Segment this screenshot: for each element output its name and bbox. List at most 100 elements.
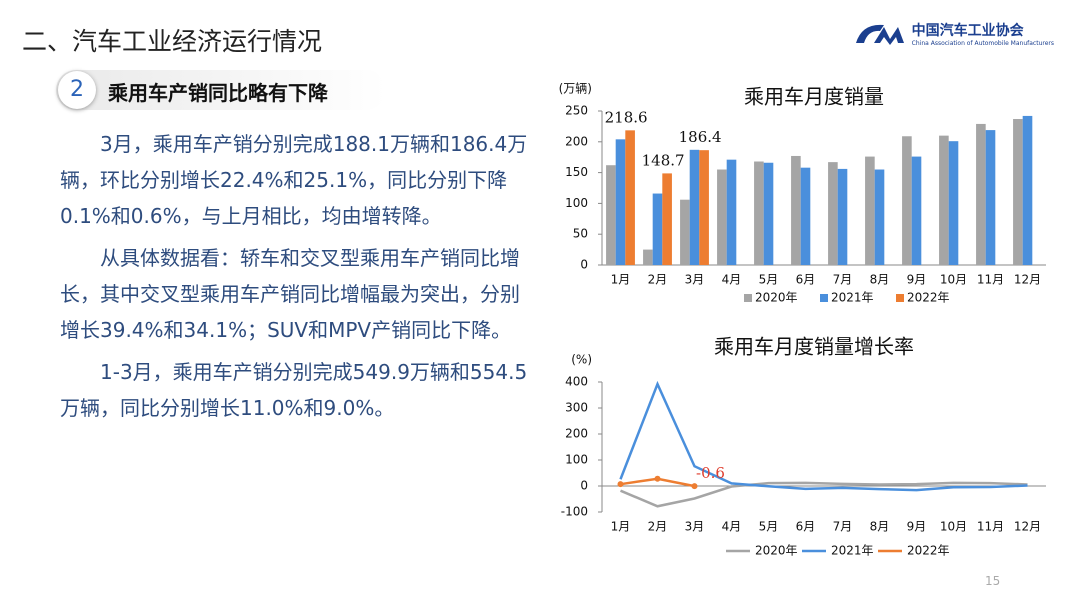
y-tick-label: 150 — [565, 165, 588, 179]
bar — [874, 169, 885, 265]
y-tick-label: -100 — [561, 505, 588, 519]
y-tick-label: 200 — [565, 427, 588, 441]
x-tick-label: 8月 — [870, 273, 890, 287]
section-title: 乘用车产销同比略有下降 — [108, 81, 328, 105]
bar — [652, 193, 663, 265]
y-tick-label: 300 — [565, 401, 588, 415]
bar — [902, 136, 912, 265]
x-tick-label: 5月 — [759, 273, 779, 287]
y-tick-label: 400 — [565, 375, 588, 389]
x-tick-label: 11月 — [977, 520, 1004, 534]
y-tick-label: 0 — [580, 258, 588, 272]
section-number: 2 — [58, 71, 96, 109]
x-tick-label: 3月 — [685, 520, 705, 534]
line — [619, 380, 1028, 492]
logo: 中国汽车工业协会 China Association of Automobile… — [854, 20, 1054, 47]
paragraph: 3月，乘用车产销分别完成188.1万辆和186.4万辆，环比分别增长22.4%和… — [60, 132, 528, 228]
legend-label: 2021年 — [831, 291, 874, 305]
paragraph: 1-3月，乘用车产销分别完成549.9万辆和554.5万辆，同比分别增长11.0… — [60, 360, 528, 420]
legend-label: 2022年 — [907, 544, 950, 558]
legend-label: 2022年 — [907, 291, 950, 305]
y-axis-label: (%) — [571, 353, 592, 367]
bar — [717, 169, 727, 265]
legend-swatch — [820, 294, 828, 302]
chart-title: 乘用车月度销量增长率 — [714, 335, 914, 359]
x-tick-label: 9月 — [907, 520, 927, 534]
x-tick-label: 10月 — [940, 520, 967, 534]
x-tick-label: 9月 — [907, 273, 927, 287]
bar — [865, 156, 875, 265]
legend-swatch — [744, 294, 752, 302]
bar — [699, 150, 709, 265]
legend-label: 2020年 — [755, 544, 798, 558]
logo-mark — [855, 24, 904, 45]
section-pill — [56, 70, 386, 110]
data-label: 218.6 — [605, 108, 648, 126]
bar — [680, 199, 690, 265]
bar — [828, 162, 838, 265]
bar — [689, 149, 700, 265]
x-tick-label: 2月 — [648, 273, 668, 287]
x-tick-label: 11月 — [977, 273, 1004, 287]
y-tick-label: 200 — [565, 134, 588, 148]
page-number: 15 — [985, 574, 1001, 588]
x-tick-label: 12月 — [1014, 520, 1041, 534]
bar — [625, 130, 635, 265]
slide-title: 二、汽车工业经济运行情况 — [22, 27, 323, 56]
bar — [643, 249, 653, 265]
point — [691, 483, 698, 490]
x-tick-label: 2月 — [648, 520, 668, 534]
bar — [606, 165, 616, 265]
data-label: 186.4 — [679, 128, 722, 146]
legend-swatch — [896, 294, 904, 302]
y-tick-label: 250 — [565, 104, 588, 118]
bar — [985, 130, 996, 265]
data-label: -0.6 — [696, 464, 725, 482]
x-tick-label: 6月 — [796, 273, 816, 287]
x-tick-label: 12月 — [1014, 273, 1041, 287]
bar — [662, 173, 672, 265]
bar — [1013, 119, 1023, 266]
bar — [976, 123, 986, 265]
y-tick-label: 100 — [565, 453, 588, 467]
bar — [911, 156, 922, 265]
x-tick-label: 3月 — [685, 273, 705, 287]
y-axis-label: (万辆) — [559, 82, 592, 96]
x-tick-label: 6月 — [796, 520, 816, 534]
y-tick-label: 100 — [565, 196, 588, 210]
bar — [615, 139, 626, 265]
line — [620, 481, 1028, 508]
bar — [948, 141, 959, 265]
x-tick-label: 8月 — [870, 520, 890, 534]
data-label: 148.7 — [642, 151, 685, 169]
bar — [726, 159, 737, 265]
bar — [1022, 115, 1033, 265]
legend-label: 2020年 — [755, 291, 798, 305]
y-tick-label: 0 — [580, 479, 588, 493]
x-tick-label: 5月 — [759, 520, 779, 534]
bar — [754, 161, 764, 265]
logo-name: 中国汽车工业协会 — [911, 23, 1024, 39]
bar — [837, 168, 848, 265]
x-tick-label: 7月 — [833, 520, 853, 534]
bar — [791, 155, 801, 265]
x-tick-label: 1月 — [611, 520, 631, 534]
body-text: 3月，乘用车产销分别完成188.1万辆和186.4万辆，环比分别增长22.4%和… — [60, 126, 538, 432]
point — [654, 475, 661, 482]
bar — [939, 135, 949, 265]
x-tick-label: 7月 — [833, 273, 853, 287]
legend-label: 2021年 — [831, 544, 874, 558]
logo-english: China Association of Automobile Manufact… — [911, 40, 1054, 47]
x-tick-label: 4月 — [722, 520, 742, 534]
point — [617, 481, 624, 488]
paragraph: 从具体数据看：轿车和交叉型乘用车产销同比增长，其中交叉型乘用车产销同比增幅最为突… — [60, 246, 520, 342]
x-tick-label: 10月 — [940, 273, 967, 287]
bar — [763, 162, 774, 265]
bar — [800, 167, 811, 265]
x-tick-label: 1月 — [611, 273, 631, 287]
x-tick-label: 4月 — [722, 273, 742, 287]
y-tick-label: 50 — [573, 227, 588, 241]
chart-title: 乘用车月度销量 — [744, 85, 884, 109]
